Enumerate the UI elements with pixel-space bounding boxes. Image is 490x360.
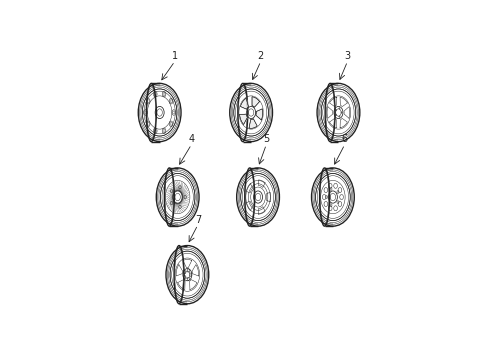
Text: 5: 5	[263, 134, 270, 144]
Polygon shape	[252, 97, 260, 107]
Text: 6: 6	[342, 134, 348, 144]
Text: 7: 7	[195, 215, 201, 225]
Polygon shape	[241, 98, 248, 109]
Text: 2: 2	[258, 51, 264, 61]
Polygon shape	[249, 119, 257, 128]
Text: 4: 4	[189, 134, 195, 144]
Polygon shape	[256, 109, 263, 120]
Text: 3: 3	[344, 51, 351, 61]
Text: 1: 1	[172, 51, 178, 61]
Polygon shape	[240, 114, 247, 125]
